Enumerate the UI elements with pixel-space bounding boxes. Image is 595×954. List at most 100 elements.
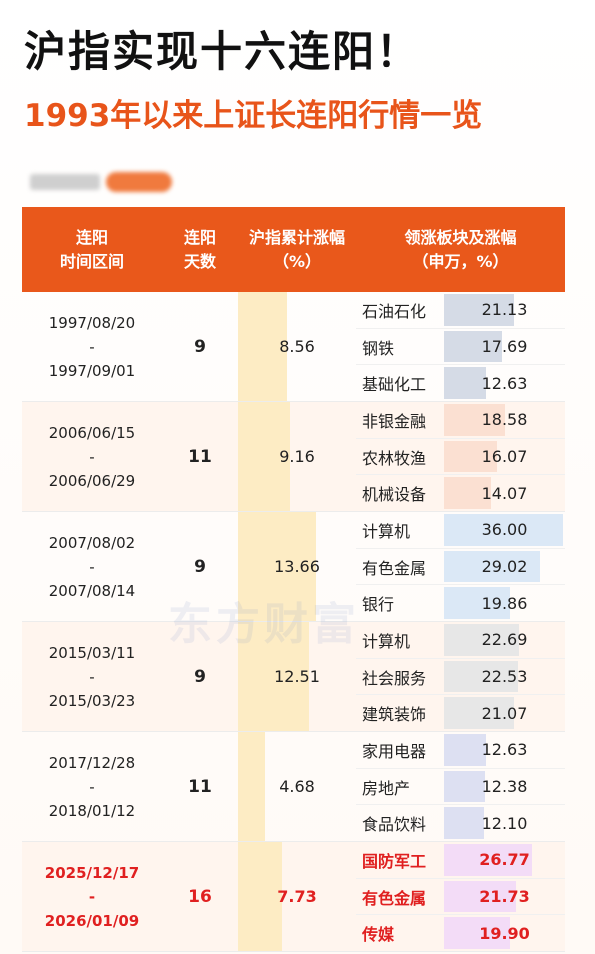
- period-sep: -: [89, 447, 95, 466]
- gain-value: 9.16: [279, 447, 315, 466]
- period-sep: -: [89, 667, 95, 686]
- days-cell: 9: [194, 336, 206, 357]
- gain-bar: [238, 842, 282, 951]
- sectors-cell: 石油石化 21.13 钢铁 17.69 基础化工 12.63: [356, 292, 565, 401]
- sector-row: 有色金属 21.73: [356, 879, 565, 916]
- sector-value: 22.53: [481, 667, 528, 686]
- sector-value: 17.69: [481, 337, 528, 356]
- sector-row: 食品饮料 12.10: [356, 805, 565, 841]
- sector-name: 传媒: [362, 925, 395, 945]
- sector-bar: [444, 294, 514, 326]
- sector-value: 12.38: [481, 777, 528, 796]
- sector-value-cell: 14.07: [444, 475, 565, 511]
- period-end: 2007/08/14: [48, 581, 136, 600]
- sector-name: 基础化工: [362, 375, 427, 395]
- period-start: 1997/08/20: [48, 313, 136, 332]
- sector-row: 房地产 12.38: [356, 769, 565, 806]
- sector-value: 14.07: [481, 483, 528, 503]
- days-cell: 16: [188, 886, 212, 907]
- sector-value: 22.69: [481, 630, 528, 650]
- gain-bar: [238, 622, 309, 731]
- period-cell: 2007/08/02 - 2007/08/14: [22, 512, 162, 621]
- gain-cell: 7.73: [238, 842, 356, 951]
- sector-bar: [444, 404, 505, 436]
- sector-row: 家用电器 12.63: [356, 732, 565, 769]
- sector-bar: [444, 514, 563, 546]
- header-days: 连阳 天数: [183, 227, 216, 271]
- sector-bar: [444, 844, 532, 876]
- sector-value: 12.63: [481, 373, 528, 393]
- sector-row: 国防军工 26.77: [356, 842, 565, 879]
- gain-cell: 4.68: [238, 732, 356, 841]
- sector-name: 非银金融: [362, 411, 427, 431]
- sector-row: 石油石化 21.13: [356, 292, 565, 329]
- gain-bar: [238, 732, 265, 841]
- page-title: 沪指实现十六连阳！: [24, 27, 421, 76]
- sectors-cell: 国防军工 26.77 有色金属 21.73 传媒 19.90: [356, 842, 565, 951]
- sector-value: 12.63: [481, 740, 528, 760]
- sector-value: 21.73: [479, 887, 530, 906]
- sector-value-cell: 18.58: [444, 402, 565, 438]
- gain-value: 7.73: [277, 887, 317, 906]
- sector-name: 计算机: [362, 521, 411, 541]
- streak-table: 连阳 时间区间 连阳 天数 沪指累计涨幅 （%） 领涨板块及涨幅 （申万，%） …: [22, 207, 565, 952]
- gain-value: 13.66: [274, 557, 320, 576]
- blurred-logo-badge: [106, 172, 172, 192]
- sector-value: 36.00: [481, 520, 528, 540]
- sector-name: 石油石化: [362, 301, 427, 321]
- sector-bar: [444, 697, 514, 730]
- sector-value-cell: 22.53: [444, 659, 565, 695]
- gain-value: 8.56: [279, 337, 315, 356]
- sector-bar: [444, 587, 510, 620]
- table-body: 1997/08/20 - 1997/09/01 9 8.56 石油石化 21.13 钢铁 17.…: [22, 292, 565, 952]
- sector-name: 计算机: [362, 631, 411, 651]
- period-start: 2017/12/28: [48, 753, 136, 772]
- sector-row: 银行 19.86: [356, 585, 565, 621]
- blurred-logo-text: [30, 174, 100, 190]
- sector-name: 家用电器: [362, 741, 427, 761]
- sector-value-cell: 19.86: [444, 585, 565, 621]
- period-sep: -: [88, 887, 96, 906]
- header-period: 连阳 时间区间: [59, 227, 124, 271]
- sector-value-cell: 12.38: [444, 769, 565, 805]
- period-start: 2006/06/15: [48, 423, 136, 442]
- period-cell: 1997/08/20 - 1997/09/01: [22, 292, 162, 401]
- period-cell: 2006/06/15 - 2006/06/29: [22, 402, 162, 511]
- sector-value-cell: 36.00: [444, 512, 565, 548]
- gain-bar: [238, 512, 316, 621]
- sector-value: 21.07: [481, 703, 528, 723]
- sectors-cell: 计算机 36.00 有色金属 29.02 银行 19.86: [356, 512, 565, 621]
- period-start: 2015/03/11: [48, 643, 136, 662]
- period-sep: -: [89, 777, 95, 796]
- table-row: 2025/12/17 - 2026/01/09 16 7.73 国防军工 26.77 有色金属…: [22, 842, 565, 952]
- table-row: 2015/03/11 - 2015/03/23 9 12.51 计算机 22.69 社会服务 2…: [22, 622, 565, 732]
- gain-bar: [238, 292, 287, 401]
- sector-row: 社会服务 22.53: [356, 659, 565, 696]
- sector-value-cell: 21.07: [444, 695, 565, 731]
- sector-name: 农林牧渔: [362, 448, 427, 468]
- sector-bar: [444, 367, 486, 400]
- period-end: 2015/03/23: [48, 691, 136, 710]
- sector-row: 建筑装饰 21.07: [356, 695, 565, 731]
- sector-value-cell: 21.13: [444, 292, 565, 328]
- gain-cell: 12.51: [238, 622, 356, 731]
- sector-row: 传媒 19.90: [356, 915, 565, 951]
- table-row: 2006/06/15 - 2006/06/29 11 9.16 非银金融 18.58 农林牧渔…: [22, 402, 565, 512]
- sector-name: 有色金属: [362, 558, 427, 578]
- table-header: 连阳 时间区间 连阳 天数 沪指累计涨幅 （%） 领涨板块及涨幅 （申万，%）: [22, 207, 565, 292]
- sector-value-cell: 21.73: [444, 879, 565, 915]
- period-cell: 2015/03/11 - 2015/03/23: [22, 622, 162, 731]
- sector-name: 房地产: [362, 778, 411, 798]
- sector-bar: [444, 660, 518, 693]
- sector-row: 计算机 36.00: [356, 512, 565, 549]
- gain-value: 12.51: [274, 667, 320, 686]
- sector-bar: [444, 917, 510, 950]
- sector-row: 非银金融 18.58: [356, 402, 565, 439]
- days-cell: 9: [194, 556, 206, 577]
- sector-value: 16.07: [481, 447, 528, 466]
- header-gain: 沪指累计涨幅 （%）: [248, 227, 345, 271]
- gain-bar: [238, 402, 290, 511]
- sector-row: 机械设备 14.07: [356, 475, 565, 511]
- sector-value-cell: 12.63: [444, 732, 565, 768]
